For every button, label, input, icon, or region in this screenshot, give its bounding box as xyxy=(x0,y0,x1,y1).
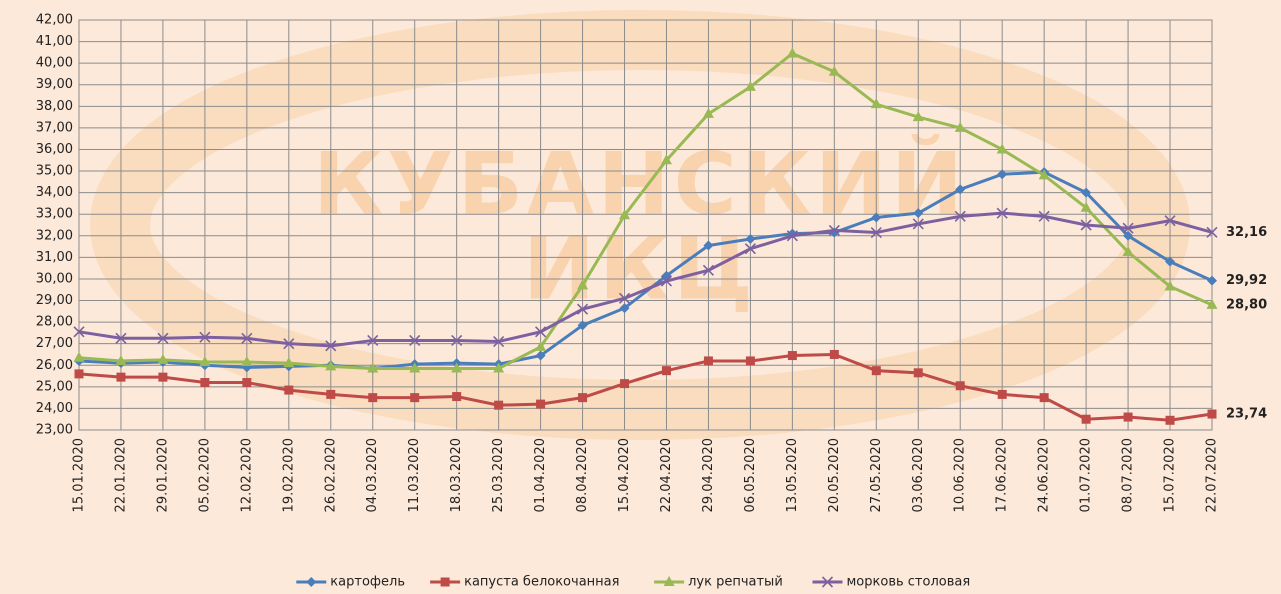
marker xyxy=(75,369,84,378)
marker xyxy=(830,350,839,359)
y-tick-label: 23,00 xyxy=(36,423,73,438)
y-tick-label: 42,00 xyxy=(36,13,73,28)
y-tick-label: 28,00 xyxy=(36,315,73,330)
x-tick-label: 12.02.2020 xyxy=(239,438,254,512)
x-tick-label: 05.02.2020 xyxy=(197,438,212,512)
marker xyxy=(452,392,461,401)
x-tick-label: 19.02.2020 xyxy=(281,438,296,512)
data-label: 32,16 xyxy=(1226,225,1267,240)
x-tick-label: 15.04.2020 xyxy=(617,438,632,512)
marker xyxy=(662,366,671,375)
legend-label: лук репчатый xyxy=(688,575,783,590)
x-tick-label: 04.03.2020 xyxy=(365,438,380,512)
marker xyxy=(1166,416,1175,425)
x-tick-label: 26.02.2020 xyxy=(323,438,338,512)
marker xyxy=(1208,410,1217,419)
legend-label: капуста белокочанная xyxy=(464,575,619,590)
x-tick-label: 18.03.2020 xyxy=(449,438,464,512)
legend-label: картофель xyxy=(330,575,405,590)
x-tick-label: 20.05.2020 xyxy=(827,438,842,512)
x-tick-label: 10.06.2020 xyxy=(953,438,968,512)
y-tick-label: 26,00 xyxy=(36,358,73,373)
marker xyxy=(284,386,293,395)
y-tick-label: 25,00 xyxy=(36,379,73,394)
x-tick-label: 24.06.2020 xyxy=(1037,438,1052,512)
y-tick-label: 27,00 xyxy=(36,336,73,351)
x-tick-label: 25.03.2020 xyxy=(491,438,506,512)
x-tick-label: 29.01.2020 xyxy=(155,438,170,512)
marker xyxy=(578,393,587,402)
x-tick-label: 22.07.2020 xyxy=(1205,438,1220,512)
marker xyxy=(1082,415,1091,424)
marker xyxy=(998,390,1007,399)
marker xyxy=(1040,393,1049,402)
x-tick-label: 22.01.2020 xyxy=(113,438,128,512)
x-tick-label: 29.04.2020 xyxy=(701,438,716,512)
marker xyxy=(956,381,965,390)
data-label: 28,80 xyxy=(1226,297,1267,312)
y-tick-label: 38,00 xyxy=(36,99,73,114)
y-tick-label: 36,00 xyxy=(36,142,73,157)
marker xyxy=(536,400,545,409)
marker xyxy=(200,378,209,387)
page: КУБАНСКИЙ ИКЦ 23,0024,0025,0026,0027,002… xyxy=(0,0,1281,594)
y-tick-label: 39,00 xyxy=(36,77,73,92)
x-tick-label: 17.06.2020 xyxy=(995,438,1010,512)
y-tick-label: 37,00 xyxy=(36,120,73,135)
y-tick-label: 40,00 xyxy=(36,56,73,71)
x-tick-label: 06.05.2020 xyxy=(743,438,758,512)
data-label: 23,74 xyxy=(1226,407,1267,422)
marker xyxy=(158,373,167,382)
y-tick-label: 29,00 xyxy=(36,293,73,308)
y-tick-label: 34,00 xyxy=(36,185,73,200)
marker xyxy=(494,401,503,410)
x-tick-label: 08.04.2020 xyxy=(575,438,590,512)
y-tick-label: 35,00 xyxy=(36,164,73,179)
marker xyxy=(368,393,377,402)
marker xyxy=(620,379,629,388)
x-tick-label: 01.07.2020 xyxy=(1079,438,1094,512)
y-tick-label: 41,00 xyxy=(36,34,73,49)
marker xyxy=(914,368,923,377)
x-tick-label: 15.01.2020 xyxy=(72,438,87,512)
marker xyxy=(872,366,881,375)
x-tick-label: 11.03.2020 xyxy=(407,438,422,512)
x-tick-label: 13.05.2020 xyxy=(785,438,800,512)
marker xyxy=(1124,413,1133,422)
y-tick-label: 24,00 xyxy=(36,401,73,416)
x-tick-label: 01.04.2020 xyxy=(533,438,548,512)
marker xyxy=(116,373,125,382)
x-tick-label: 03.06.2020 xyxy=(911,438,926,512)
y-tick-label: 31,00 xyxy=(36,250,73,265)
marker xyxy=(746,356,755,365)
marker xyxy=(410,393,419,402)
data-label: 29,92 xyxy=(1226,273,1267,288)
watermark-text: ИКЦ xyxy=(523,219,757,319)
x-tick-label: 15.07.2020 xyxy=(1163,438,1178,512)
marker xyxy=(704,356,713,365)
y-tick-label: 33,00 xyxy=(36,207,73,222)
marker xyxy=(326,390,335,399)
y-tick-label: 30,00 xyxy=(36,271,73,286)
legend-label: морковь столовая xyxy=(847,575,971,590)
marker xyxy=(441,578,450,587)
marker xyxy=(788,351,797,360)
x-tick-label: 27.05.2020 xyxy=(869,438,884,512)
marker xyxy=(242,378,251,387)
y-tick-label: 32,00 xyxy=(36,228,73,243)
x-tick-label: 22.04.2020 xyxy=(659,438,674,512)
x-tick-label: 08.07.2020 xyxy=(1121,438,1136,512)
chart: КУБАНСКИЙ ИКЦ 23,0024,0025,0026,0027,002… xyxy=(0,0,1281,594)
